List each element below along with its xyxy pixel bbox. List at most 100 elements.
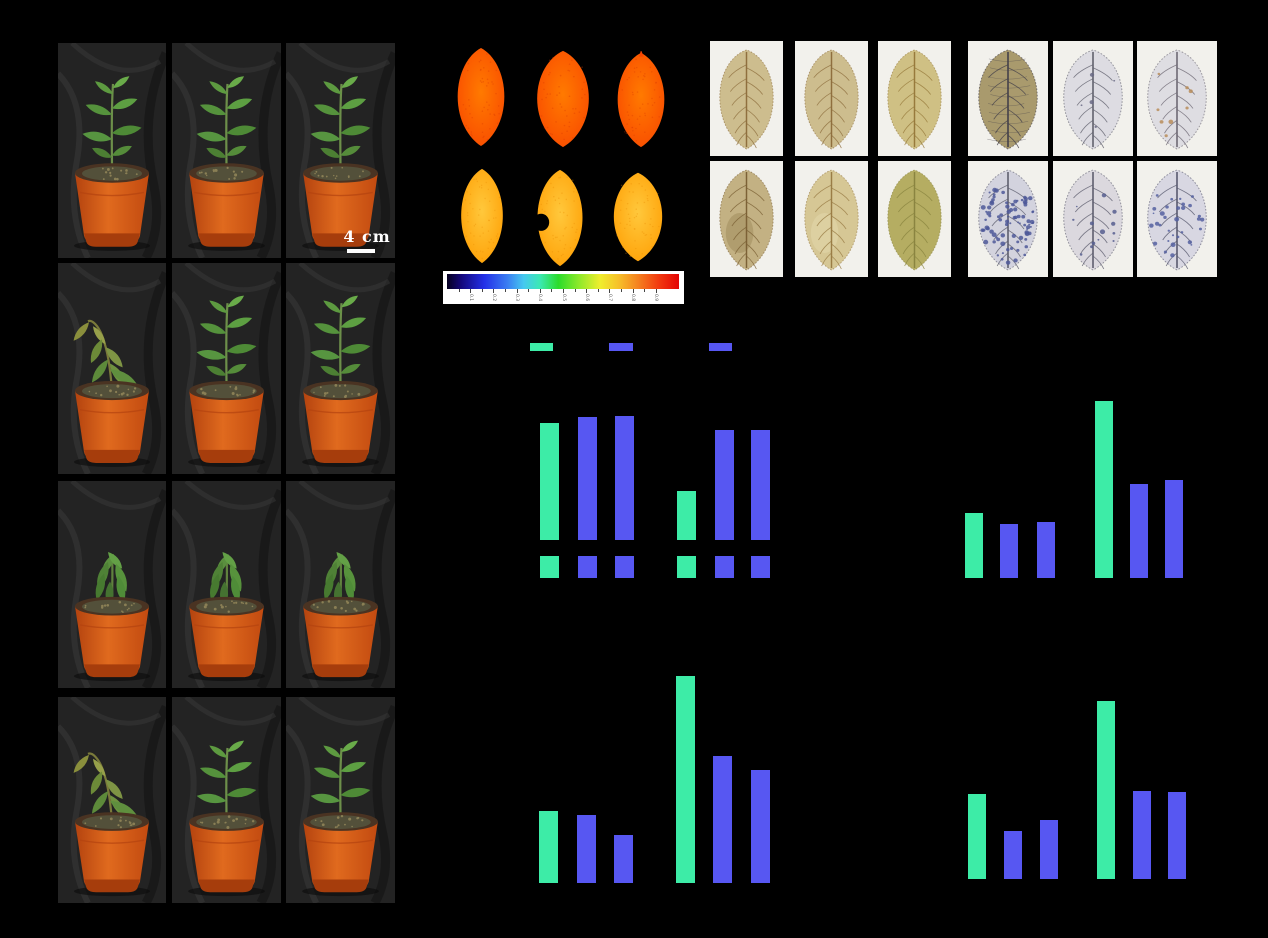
dab-stained-leaves-r1c2 bbox=[795, 41, 868, 156]
fluorescence-leaf-row2-2 bbox=[533, 168, 587, 268]
chart-bottom-right-bar-g1-2 bbox=[1004, 831, 1022, 879]
chart-top-left-bar-g1-3-upper bbox=[615, 416, 634, 540]
colorbar-minor-tick bbox=[597, 289, 599, 292]
chart-bottom-right-bar-g2-2 bbox=[1133, 791, 1151, 879]
chart-top-left-bar-g1-3-lower bbox=[615, 556, 634, 578]
colorbar-tick-label: 0.2 bbox=[490, 294, 496, 302]
chart-bottom-right-bar-g1-1 bbox=[968, 794, 986, 879]
chart-top-left-region bbox=[430, 320, 870, 620]
colorbar-minor-tick bbox=[621, 289, 622, 292]
plant-photo-r2c3-healthy bbox=[286, 263, 395, 474]
panel-plant-photos bbox=[58, 43, 395, 903]
fluorescence-leaf-row2-1 bbox=[457, 167, 507, 265]
chart-bottom-right-bar-g2-1 bbox=[1097, 701, 1115, 879]
colorbar-minor-tick bbox=[505, 289, 506, 292]
plant-photo-r4c2-recovered bbox=[172, 697, 281, 903]
colorbar-tick-label: 0.8 bbox=[630, 294, 636, 302]
colorbar-major-tick bbox=[609, 289, 611, 293]
dab-stained-leaves-r2c1 bbox=[710, 161, 783, 277]
colorbar-major-tick bbox=[586, 289, 588, 293]
chart-top-left-bar-g1-1-lower bbox=[540, 556, 559, 578]
dab-stained-leaves-r2c2 bbox=[795, 161, 868, 277]
colorbar-major-tick bbox=[493, 289, 495, 293]
chart-bottom-left-bar-g1-2 bbox=[577, 815, 596, 883]
plant-photo-r4c1-wilted-yellowing bbox=[58, 697, 166, 903]
colorbar-minor-tick bbox=[644, 289, 646, 292]
chart-bottom-left-bar-g2-1 bbox=[676, 676, 695, 883]
dab-stained-leaves-r1c3 bbox=[878, 41, 951, 156]
chart-bottom-left-bar-g1-1 bbox=[539, 811, 558, 883]
colorbar-minor-tick bbox=[551, 289, 553, 292]
chart-top-left-bar-g2-3-lower bbox=[751, 556, 770, 578]
colorbar-major-tick bbox=[516, 289, 518, 293]
nbt-stained-leaves-r2c1 bbox=[968, 161, 1048, 277]
chart-bottom-right-region bbox=[870, 620, 1268, 938]
dab-stained-leaves-r2c3 bbox=[878, 161, 951, 277]
nbt-stained-leaves-r2c3 bbox=[1137, 161, 1217, 277]
chart-top-right-bar-g1-3 bbox=[1037, 522, 1055, 578]
fluorescence-colorbar: 0.1 0.2 0.3 0.4 0.5 0.6 0.7 0.8 0.9 bbox=[443, 271, 684, 304]
chart-bottom-left-bar-g2-3 bbox=[751, 770, 770, 883]
colorbar-minor-tick bbox=[481, 289, 483, 292]
chart-bottom-left-bar-g1-3 bbox=[614, 835, 633, 883]
legend-swatch-3 bbox=[709, 343, 732, 351]
chart-top-left-bar-g2-2-upper bbox=[715, 430, 734, 540]
chart-bottom-right-bar-g2-3 bbox=[1168, 792, 1186, 879]
colorbar-minor-tick bbox=[528, 289, 530, 292]
nbt-stained-leaves-r1c3 bbox=[1137, 41, 1217, 156]
colorbar-major-tick bbox=[655, 289, 657, 293]
colorbar-tick-label: 0.1 bbox=[467, 294, 473, 302]
panel-nbt-staining bbox=[968, 41, 1217, 277]
chart-top-right-bar-g1-2 bbox=[1000, 524, 1018, 578]
plant-photo-r2c1-wilted-yellowing bbox=[58, 263, 166, 474]
plant-photo-r2c2-healthy bbox=[172, 263, 281, 474]
plant-photo-r3c2-drooping bbox=[172, 481, 281, 688]
plant-photo-r4c3-recovered bbox=[286, 697, 395, 903]
chart-bottom-left-bar-g2-2 bbox=[713, 756, 732, 883]
colorbar-gradient bbox=[447, 274, 679, 289]
nbt-stained-leaves-r2c2 bbox=[1053, 161, 1133, 277]
fluorescence-leaf-row1-1 bbox=[453, 46, 509, 148]
chart-top-left-bar-g2-1-lower bbox=[677, 556, 696, 578]
plant-photo-r1c1-healthy bbox=[58, 43, 166, 258]
fluorescence-leaf-row1-3 bbox=[613, 51, 669, 149]
chart-top-left-bar-g2-3-upper bbox=[751, 430, 770, 540]
dab-stained-leaves-r1c1 bbox=[710, 41, 783, 156]
colorbar-tick-label: 0.6 bbox=[583, 294, 589, 302]
chart-top-left-bar-g1-1-upper bbox=[540, 423, 559, 540]
colorbar-major-tick bbox=[563, 289, 564, 293]
chart-top-left-bar-g1-2-upper bbox=[578, 417, 597, 540]
chart-bottom-left-region bbox=[430, 620, 870, 938]
chart-top-left-bar-g2-1-upper bbox=[677, 491, 696, 540]
colorbar-major-tick bbox=[632, 289, 634, 293]
chart-top-right-region bbox=[870, 320, 1268, 620]
nbt-stained-leaves-r1c1 bbox=[968, 41, 1048, 156]
chart-bottom-right-bar-g1-3 bbox=[1040, 820, 1058, 879]
panel-dab-staining bbox=[710, 41, 951, 277]
plant-photo-r3c1-drooping bbox=[58, 481, 166, 688]
legend-swatch-2 bbox=[609, 343, 633, 351]
nbt-stained-leaves-r1c2 bbox=[1053, 41, 1133, 156]
chart-top-left-bar-g2-2-lower bbox=[715, 556, 734, 578]
colorbar-tick-label: 0.7 bbox=[606, 294, 612, 302]
fluorescence-leaf-row2-3 bbox=[609, 171, 667, 263]
plant-photo-r3c3-drooping bbox=[286, 481, 395, 688]
colorbar-tick-label: 0.5 bbox=[560, 294, 566, 302]
chart-top-right-bar-g2-3 bbox=[1165, 480, 1183, 578]
scale-bar-label: 4 cm bbox=[343, 227, 391, 246]
scale-bar-line bbox=[347, 249, 375, 253]
colorbar-minor-tick bbox=[458, 289, 460, 292]
colorbar-major-tick bbox=[470, 289, 472, 293]
chart-top-right-bar-g2-1 bbox=[1095, 401, 1113, 578]
chart-top-left-bar-g1-2-lower bbox=[578, 556, 597, 578]
colorbar-tick-label: 0.4 bbox=[537, 294, 543, 302]
plant-photo-r1c3-healthy bbox=[286, 43, 395, 258]
plant-photo-r1c2-healthy bbox=[172, 43, 281, 258]
chart-top-right-bar-g1-1 bbox=[965, 513, 983, 578]
colorbar-tick-label: 0.9 bbox=[653, 294, 659, 302]
legend-swatch-1 bbox=[530, 343, 553, 351]
chart-top-right-bar-g2-2 bbox=[1130, 484, 1148, 578]
colorbar-tick-label: 0.3 bbox=[514, 294, 520, 302]
fluorescence-leaf-row1-2 bbox=[532, 49, 594, 149]
